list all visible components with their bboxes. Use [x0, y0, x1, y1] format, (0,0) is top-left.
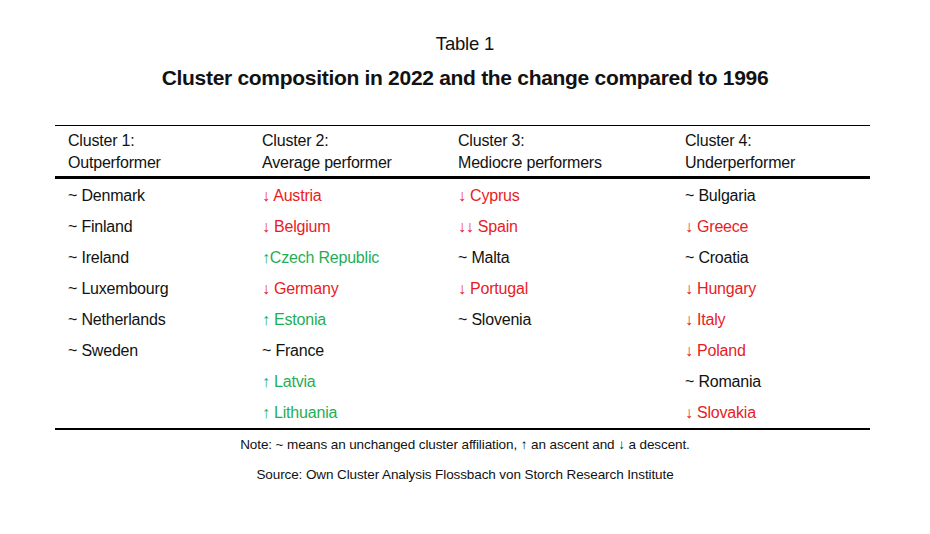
- cluster-item: ~ Croatia: [685, 242, 749, 273]
- column-subtitle: Underperformer: [685, 152, 870, 174]
- footnote: Note: ~ means an unchanged cluster affil…: [0, 437, 930, 452]
- column-cluster-1-items: ~ Denmark~ Finland~ Ireland~ Luxembourg~…: [68, 180, 262, 428]
- cluster-item: ~ France: [262, 335, 324, 366]
- cluster-item: ~ Netherlands: [68, 304, 165, 335]
- column-cluster-2-items: ↓ Austria↓ Belgium↑Czech Republic↓ Germa…: [262, 180, 458, 428]
- column-cluster-3-items: ↓ Cyprus↓↓ Spain~ Malta↓ Portugal~ Slove…: [458, 180, 685, 428]
- cluster-item: ↑ Lithuania: [262, 397, 337, 428]
- cluster-item: ↓ Germany: [262, 273, 338, 304]
- cluster-table: Cluster 1: Outperformer Cluster 2: Avera…: [55, 125, 870, 430]
- table-body: ~ Denmark~ Finland~ Ireland~ Luxembourg~…: [55, 179, 870, 430]
- cluster-item: ↓ Cyprus: [458, 180, 520, 211]
- cluster-item: ~ Luxembourg: [68, 273, 168, 304]
- cluster-item: ↓ Slovakia: [685, 397, 756, 428]
- cluster-item: ↓ Portugal: [458, 273, 528, 304]
- cluster-item: ~ Romania: [685, 366, 761, 397]
- cluster-item: ~ Bulgaria: [685, 180, 756, 211]
- cluster-item: ↑ Latvia: [262, 366, 316, 397]
- column-title: Cluster 3:: [458, 130, 685, 152]
- column-cluster-4-items: ~ Bulgaria↓ Greece~ Croatia↓ Hungary↓ It…: [685, 180, 870, 428]
- cluster-item: ~ Sweden: [68, 335, 138, 366]
- column-title: Cluster 4:: [685, 130, 870, 152]
- cluster-item: ~ Malta: [458, 242, 510, 273]
- table-number-caption: Table 1: [0, 33, 930, 55]
- cluster-item: ~ Slovenia: [458, 304, 531, 335]
- cluster-item: ↓ Greece: [685, 211, 748, 242]
- cluster-item: ↓↓ Spain: [458, 211, 518, 242]
- column-subtitle: Mediocre performers: [458, 152, 685, 174]
- column-title: Cluster 1:: [68, 130, 262, 152]
- cluster-item: ↓ Austria: [262, 180, 322, 211]
- cluster-item: ↓ Hungary: [685, 273, 756, 304]
- column-subtitle: Average performer: [262, 152, 458, 174]
- column-header-cluster-3: Cluster 3: Mediocre performers: [458, 130, 685, 174]
- cluster-item: ↑Czech Republic: [262, 242, 379, 273]
- page-title: Cluster composition in 2022 and the chan…: [0, 66, 930, 90]
- column-title: Cluster 2:: [262, 130, 458, 152]
- paper-page: Table 1 Cluster composition in 2022 and …: [0, 0, 930, 534]
- table-header-row: Cluster 1: Outperformer Cluster 2: Avera…: [55, 126, 870, 179]
- source-line: Source: Own Cluster Analysis Flossbach v…: [0, 467, 930, 482]
- column-header-cluster-4: Cluster 4: Underperformer: [685, 130, 870, 174]
- cluster-item: ~ Denmark: [68, 180, 145, 211]
- cluster-item: ~ Finland: [68, 211, 132, 242]
- cluster-item: ↓ Poland: [685, 335, 746, 366]
- cluster-item: ~ Ireland: [68, 242, 129, 273]
- cluster-item: ↓ Belgium: [262, 211, 330, 242]
- column-subtitle: Outperformer: [68, 152, 262, 174]
- column-header-cluster-2: Cluster 2: Average performer: [262, 130, 458, 174]
- column-header-cluster-1: Cluster 1: Outperformer: [68, 130, 262, 174]
- cluster-item: ↓ Italy: [685, 304, 725, 335]
- cluster-item: ↑ Estonia: [262, 304, 326, 335]
